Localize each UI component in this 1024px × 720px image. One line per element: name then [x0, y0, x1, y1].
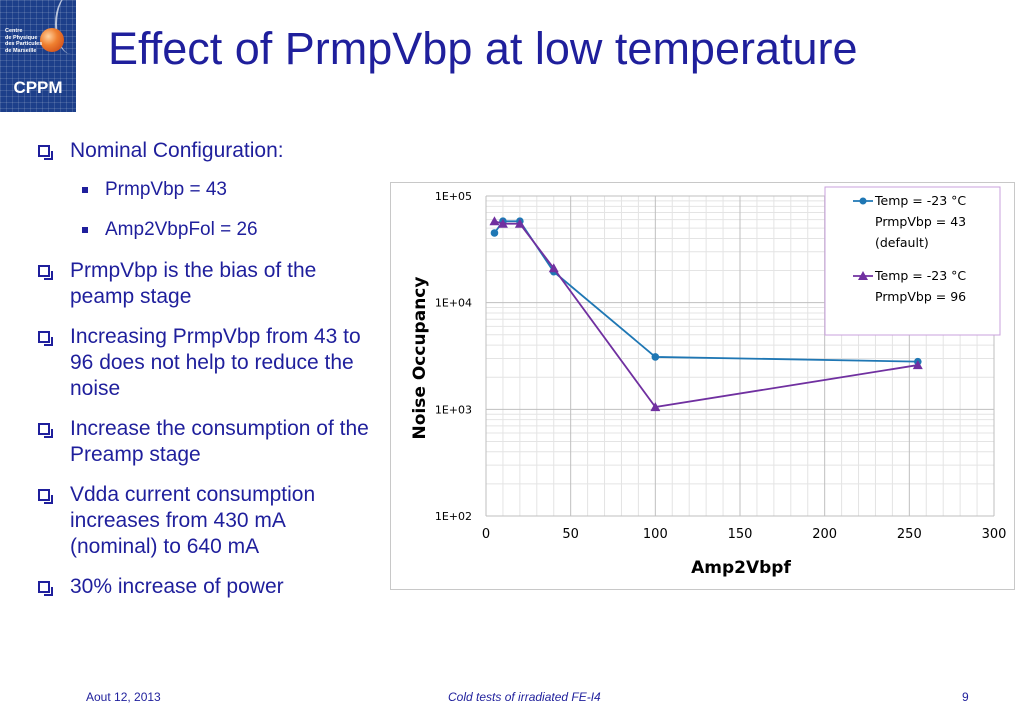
footer-title: Cold tests of irradiated FE-I4 — [448, 690, 601, 704]
sub-bullet-item: Amp2VbpFol = 26 — [36, 218, 376, 242]
data-point — [489, 216, 499, 225]
legend-label: PrmpVbp = 43 — [875, 214, 966, 229]
bullet-text: PrmpVbp is the bias of the peamp stage — [70, 259, 316, 308]
square-bullet-icon — [82, 227, 88, 233]
legend-label: Temp = -23 °C — [874, 268, 966, 283]
data-point — [652, 353, 660, 361]
sub-bullet-text: PrmpVbp = 43 — [105, 179, 227, 200]
cppm-logo: Centre de Physique des Particules de Mar… — [0, 0, 76, 112]
y-tick-label: 1E+03 — [435, 403, 472, 416]
bullet-item: Increase the consumption of the Preamp s… — [36, 416, 376, 468]
x-tick-label: 150 — [728, 527, 753, 542]
footer-date: Aout 12, 2013 — [86, 690, 161, 704]
bullet-text: 30% increase of power — [70, 575, 284, 598]
noise-occupancy-chart: 0 50 100 150 200 250 300 1E+02 1E+03 1E+04 1E+05 T… — [390, 182, 1015, 590]
logo-acronym: CPPM — [2, 78, 74, 98]
y-tick-label: 1E+04 — [435, 297, 472, 310]
bullet-list: Nominal Configuration: PrmpVbp = 43 Amp2… — [36, 138, 376, 614]
logo-line: de Marseille — [5, 48, 53, 55]
checkbox-bullet-icon — [38, 423, 50, 435]
x-tick-label: 250 — [897, 527, 922, 542]
bullet-item: 30% increase of power — [36, 574, 376, 600]
square-bullet-icon — [82, 187, 88, 193]
y-tick-label: 1E+05 — [435, 190, 472, 203]
checkbox-bullet-icon — [38, 581, 50, 593]
legend-box — [825, 187, 1000, 335]
bullet-item: Nominal Configuration: — [36, 138, 376, 164]
x-axis-label: Amp2Vbpf — [691, 558, 791, 578]
legend: Temp = -23 °C PrmpVbp = 43 (default) Temp =… — [825, 187, 1000, 335]
checkbox-bullet-icon — [38, 331, 50, 343]
legend-marker — [860, 198, 867, 205]
legend-label: (default) — [875, 235, 929, 250]
legend-label: Temp = -23 °C — [874, 193, 966, 208]
sub-bullet-item: PrmpVbp = 43 — [36, 178, 376, 202]
legend-label: PrmpVbp = 96 — [875, 289, 966, 304]
bullet-item: PrmpVbp is the bias of the peamp stage — [36, 258, 376, 310]
checkbox-bullet-icon — [38, 489, 50, 501]
y-tick-label: 1E+02 — [435, 510, 472, 523]
bullet-item: Increasing PrmpVbp from 43 to 96 does no… — [36, 324, 376, 402]
page-number: 9 — [962, 690, 969, 704]
checkbox-bullet-icon — [38, 145, 50, 157]
x-tick-label: 300 — [982, 527, 1007, 542]
checkbox-bullet-icon — [38, 265, 50, 277]
x-tick-label: 0 — [482, 527, 490, 542]
bullet-item: Vdda current consumption increases from … — [36, 482, 376, 560]
x-tick-label: 200 — [812, 527, 837, 542]
slide-title: Effect of PrmpVbp at low temperature — [108, 22, 1008, 76]
x-tick-label: 50 — [562, 527, 579, 542]
y-axis-label: Noise Occupancy — [410, 277, 430, 440]
data-point — [491, 229, 499, 237]
logo-text: Centre de Physique des Particules de Mar… — [5, 28, 53, 54]
bullet-text: Vdda current consumption increases from … — [70, 483, 315, 558]
chart-svg: 0 50 100 150 200 250 300 1E+02 1E+03 1E+04 1E+05 T… — [391, 183, 1016, 591]
sub-bullet-text: Amp2VbpFol = 26 — [105, 219, 258, 240]
x-tick-label: 100 — [643, 527, 668, 542]
bullet-text: Increasing PrmpVbp from 43 to 96 does no… — [70, 325, 361, 400]
bullet-text: Nominal Configuration: — [70, 139, 284, 162]
bullet-text: Increase the consumption of the Preamp s… — [70, 417, 369, 466]
